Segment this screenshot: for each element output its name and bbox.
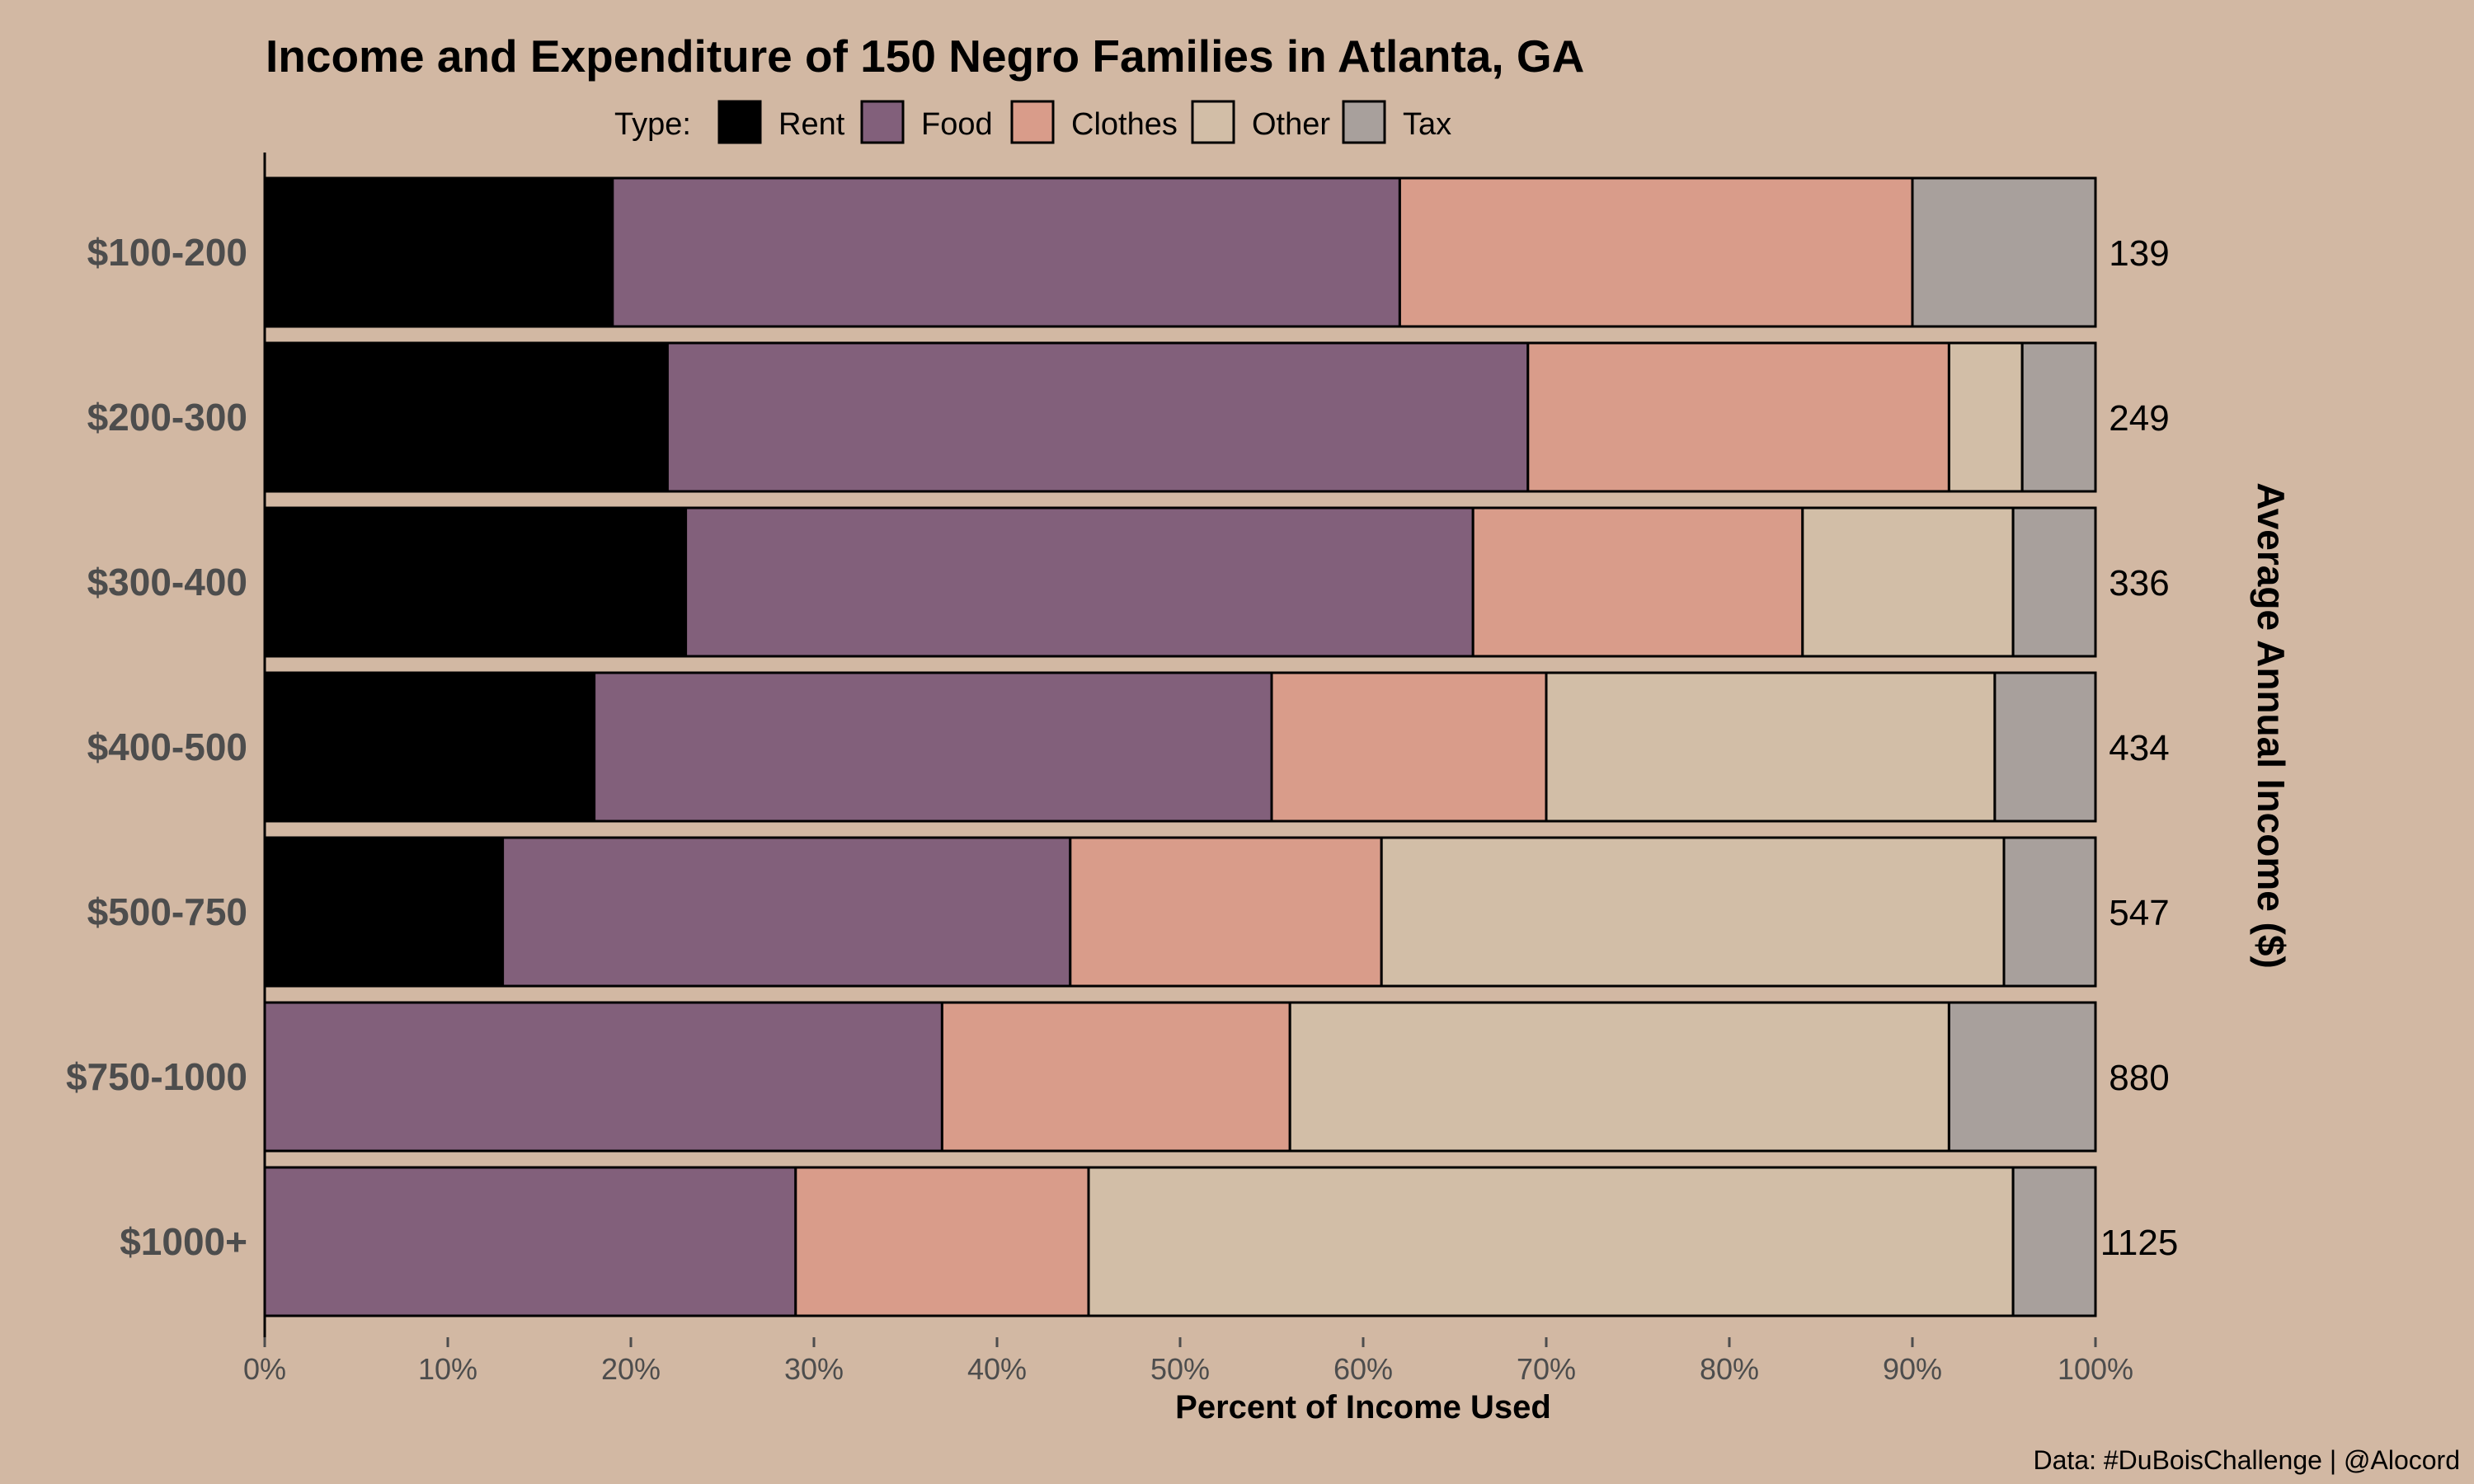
bar-other-2 <box>1947 341 2024 493</box>
right-axis-title: Average Annual Income ($) <box>2250 482 2293 969</box>
bar-food-4 <box>593 671 1273 823</box>
legend-key-food <box>860 100 905 144</box>
bar-food-6 <box>263 1001 943 1153</box>
bar-rent-4 <box>263 671 596 823</box>
x-axis: 0% 10% 20% 30% 40% 50% 60% 70% 80% 90% 100% <box>243 1337 2133 1386</box>
x-tick-label: 60% <box>1333 1352 1393 1386</box>
bar-rent-2 <box>263 341 669 493</box>
x-tick-label: 90% <box>1883 1352 1942 1386</box>
bar-other-7 <box>1087 1166 2015 1317</box>
legend-label-food: Food <box>921 107 993 142</box>
legend-label-rent: Rent <box>778 107 845 142</box>
category-label: $400-500 <box>87 726 247 768</box>
bar-rent-5 <box>263 836 505 988</box>
bar-tax-7 <box>2011 1166 2097 1317</box>
bar-clothes-4 <box>1270 671 1548 823</box>
income-label: 139 <box>2109 233 2169 274</box>
bar-tax-6 <box>1947 1001 2097 1153</box>
bar-tax-1 <box>1911 176 2097 328</box>
legend-key-clothes <box>1010 100 1055 144</box>
category-labels: $100-200 $200-300 $300-400 $400-500 $500-750… <box>66 231 247 1263</box>
bar-tax-4 <box>1993 671 2097 823</box>
legend-label-clothes: Clothes <box>1071 107 1178 142</box>
income-labels: 139 249 336 434 547 880 1125 <box>2100 233 2179 1263</box>
bar-food-1 <box>611 176 1401 328</box>
legend-title: Type: <box>614 107 691 142</box>
legend-key-other <box>1191 100 1235 144</box>
legend-label-other: Other <box>1252 107 1330 142</box>
x-tick-label: 0% <box>243 1352 286 1386</box>
bar-tax-2 <box>2020 341 2097 493</box>
x-tick-label: 70% <box>1517 1352 1576 1386</box>
bar-rent-3 <box>263 506 688 658</box>
legend-key-tax <box>1342 100 1386 144</box>
x-tick-label: 40% <box>967 1352 1027 1386</box>
bar-clothes-2 <box>1526 341 1950 493</box>
x-tick-label: 10% <box>418 1352 477 1386</box>
bar-food-7 <box>263 1166 797 1317</box>
bar-tax-5 <box>2002 836 2097 988</box>
category-label: $500-750 <box>87 890 247 933</box>
income-label: 336 <box>2109 563 2169 603</box>
bar-clothes-1 <box>1398 176 1914 328</box>
category-label: $100-200 <box>87 231 247 274</box>
x-tick-label: 30% <box>784 1352 844 1386</box>
category-label: $200-300 <box>87 396 247 439</box>
bar-clothes-7 <box>794 1166 1090 1317</box>
bar-food-2 <box>666 341 1530 493</box>
legend-label-tax: Tax <box>1403 107 1451 142</box>
caption: Data: #DuBoisChallenge | @Alocord <box>2033 1445 2460 1475</box>
x-tick-label: 20% <box>601 1352 661 1386</box>
bar-rent-1 <box>263 176 614 328</box>
x-tick-label: 100% <box>2058 1352 2133 1386</box>
x-tick-label: 50% <box>1150 1352 1210 1386</box>
bar-clothes-5 <box>1069 836 1383 988</box>
income-label: 1125 <box>2100 1223 2179 1263</box>
bar-other-4 <box>1545 671 1997 823</box>
income-label: 434 <box>2109 728 2169 768</box>
category-label: $300-400 <box>87 561 247 603</box>
income-label: 249 <box>2109 398 2169 439</box>
bar-tax-3 <box>2011 506 2097 658</box>
legend: Type: Rent Food Clothes Other Tax <box>614 100 1451 144</box>
bar-clothes-6 <box>940 1001 1291 1153</box>
bar-food-3 <box>684 506 1475 658</box>
bar-food-5 <box>501 836 1072 988</box>
bar-other-6 <box>1288 1001 1950 1153</box>
x-axis-title: Percent of Income Used <box>1175 1389 1551 1425</box>
category-label: $1000+ <box>120 1220 247 1263</box>
income-label: 547 <box>2109 893 2169 933</box>
category-label: $750-1000 <box>66 1055 247 1098</box>
chart-title: Income and Expenditure of 150 Negro Fami… <box>266 31 1584 82</box>
income-label: 880 <box>2109 1058 2169 1098</box>
bar-other-3 <box>1801 506 2015 658</box>
bar-clothes-3 <box>1471 506 1804 658</box>
bars <box>263 176 2097 1317</box>
legend-key-rent <box>717 100 762 144</box>
bar-other-5 <box>1380 836 2006 988</box>
x-tick-label: 80% <box>1700 1352 1759 1386</box>
